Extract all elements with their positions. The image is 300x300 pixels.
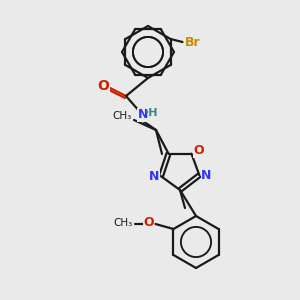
Text: Br: Br xyxy=(185,35,200,49)
Text: N: N xyxy=(201,169,211,182)
Text: O: O xyxy=(143,217,154,230)
Text: N: N xyxy=(149,170,159,183)
Text: O: O xyxy=(97,79,109,93)
Text: ·H: ·H xyxy=(145,108,159,118)
Text: CH₃: CH₃ xyxy=(114,218,133,228)
Text: N: N xyxy=(138,109,148,122)
Text: O: O xyxy=(193,144,204,157)
Text: CH₃: CH₃ xyxy=(112,111,132,121)
